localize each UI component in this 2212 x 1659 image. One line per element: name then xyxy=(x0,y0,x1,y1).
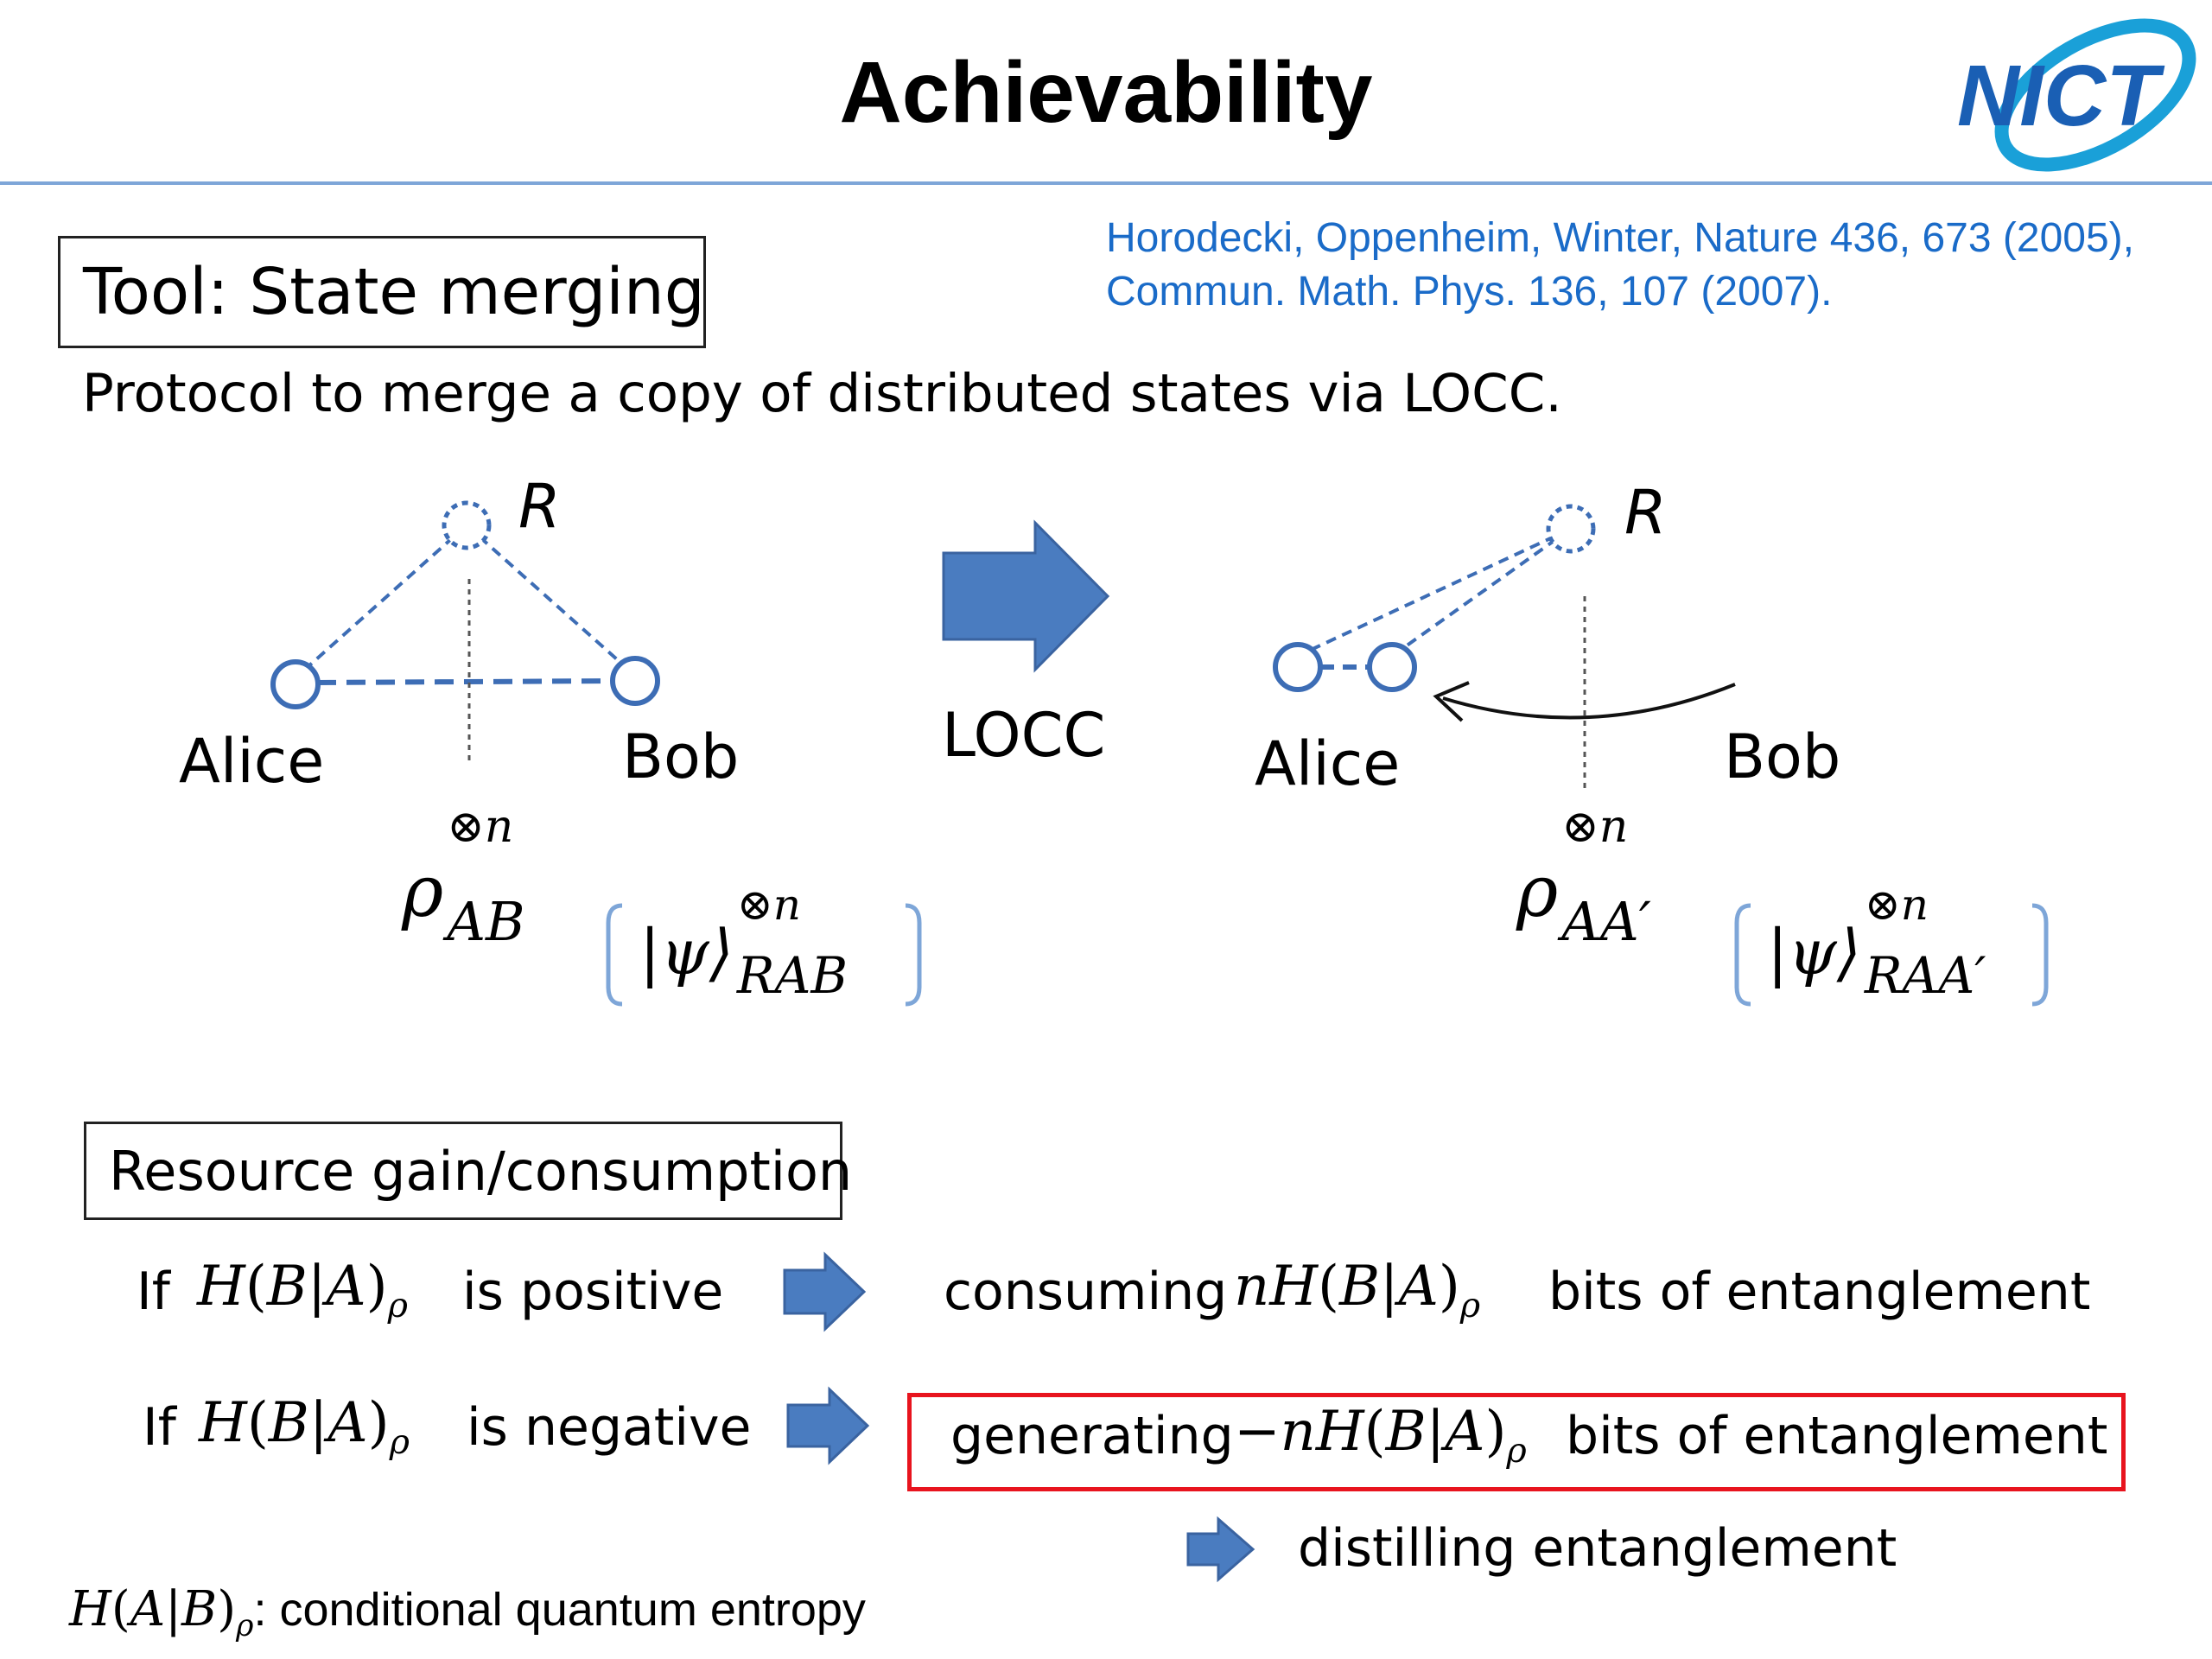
row2-result-post: bits of entanglement xyxy=(1566,1406,2108,1466)
row2-result-entropy: −nH(B|A)ρ xyxy=(1234,1400,1527,1471)
label-alice-left: Alice xyxy=(179,726,325,797)
row2-if: If xyxy=(143,1397,176,1458)
psi-left: |ψ⟩ ⊗n RAB xyxy=(639,880,848,1005)
row2-entropy: H(B|A)ρ xyxy=(199,1391,410,1462)
locc-arrow xyxy=(942,519,1110,673)
bracket-left-open xyxy=(606,903,623,1007)
reference-node-left xyxy=(442,500,492,550)
label-R-left: R xyxy=(518,471,561,542)
distill-text: distilling entanglement xyxy=(1298,1518,1897,1579)
resource-box-label: Resource gain/consumption xyxy=(109,1139,853,1203)
right-diagram xyxy=(1273,504,1736,788)
psi-right: |ψ⟩ ⊗n RAA′ xyxy=(1767,880,1986,1005)
highlight-box xyxy=(907,1393,2126,1491)
logo-text: NICT xyxy=(1957,48,2165,144)
protocol-description: Protocol to merge a copy of distributed … xyxy=(82,363,1562,424)
resource-box: Resource gain/consumption xyxy=(84,1122,852,1220)
row1-result-post: bits of entanglement xyxy=(1548,1262,2091,1322)
tool-box-label: Tool: State merging xyxy=(83,255,705,329)
label-bob-right: Bob xyxy=(1724,721,1841,792)
label-R-right: R xyxy=(1624,477,1667,548)
rho-right: ρ ⊗n AA′ xyxy=(1516,801,1651,953)
reference-line-2[interactable]: Commun. Math. Phys. 136, 107 (2007). xyxy=(1106,269,1833,315)
row2-result-pre: generating xyxy=(950,1406,1234,1466)
left-diagram xyxy=(270,500,660,765)
bracket-right-open xyxy=(1734,903,1751,1007)
label-alice-right: Alice xyxy=(1255,728,1401,799)
distill-arrow xyxy=(1186,1516,1255,1583)
title-divider xyxy=(0,181,2212,185)
positive-arrow xyxy=(783,1251,867,1332)
bracket-right-close xyxy=(2031,903,2049,1007)
slide-title: Achievability xyxy=(839,44,1373,141)
negative-arrow xyxy=(786,1386,870,1465)
tool-box: Tool: State merging xyxy=(58,236,706,348)
label-locc: LOCC xyxy=(942,700,1106,771)
row2-condition: is negative xyxy=(467,1397,752,1458)
label-bob-left: Bob xyxy=(622,721,740,792)
row1-result-pre: consuming xyxy=(944,1262,1228,1322)
footnote-entropy: H(A|B)ρ xyxy=(69,1581,254,1644)
bob-copy-node-right xyxy=(1367,642,1417,692)
reference-line-1[interactable]: Horodecki, Oppenheim, Winter, Nature 436… xyxy=(1106,215,2134,261)
reference-node-right xyxy=(1546,504,1596,554)
bracket-left-close xyxy=(905,903,922,1007)
rho-left: ρ ⊗n AB xyxy=(402,801,525,953)
nict-logo: NICT xyxy=(1948,13,2208,177)
row1-if: If xyxy=(137,1262,170,1322)
footnote-text: : conditional quantum entropy xyxy=(253,1584,866,1636)
alice-node-left xyxy=(270,659,321,709)
row1-condition: is positive xyxy=(462,1262,724,1322)
bob-node-left xyxy=(610,656,660,706)
row1-entropy: H(B|A)ρ xyxy=(197,1255,408,1325)
footnote: H(A|B)ρ: conditional quantum entropy xyxy=(69,1581,866,1643)
row1-result-entropy: nH(B|A)ρ xyxy=(1234,1255,1481,1325)
alice-node-right xyxy=(1273,642,1323,692)
